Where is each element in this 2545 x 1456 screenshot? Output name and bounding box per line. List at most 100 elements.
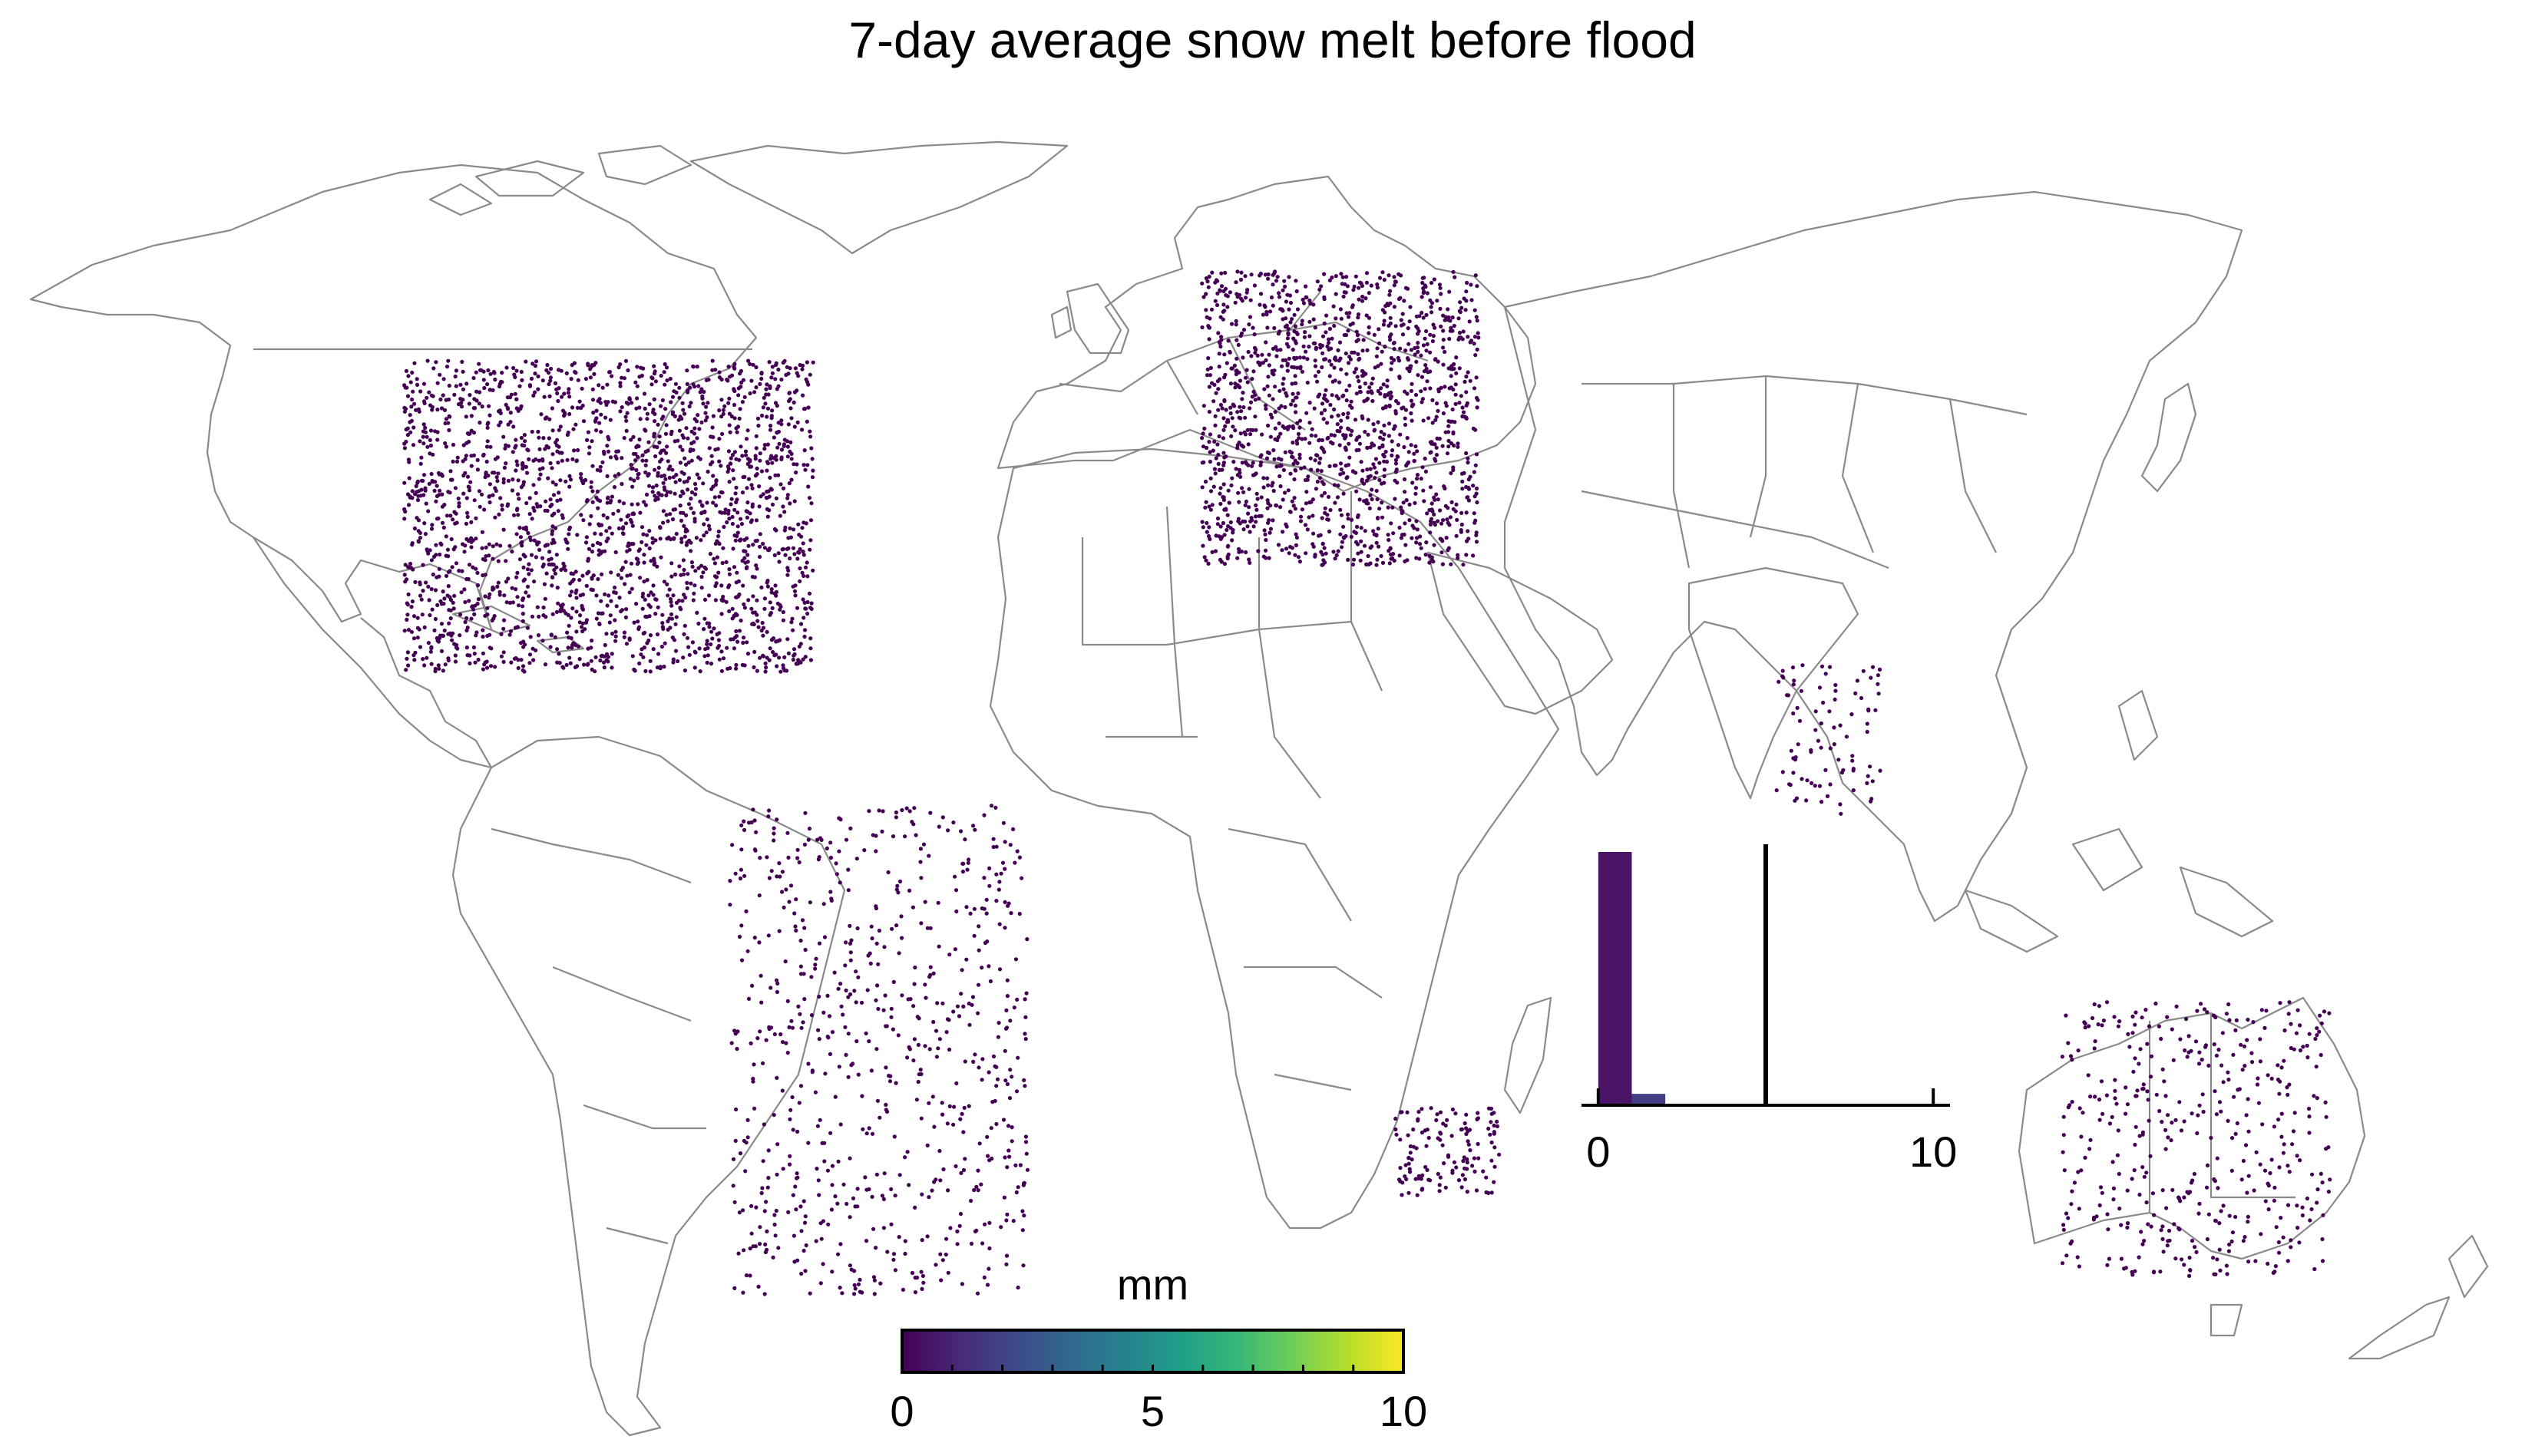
station-point [854,1000,858,1005]
station-point [788,1154,792,1158]
station-point [1393,478,1397,483]
station-point [952,1104,957,1109]
station-point [619,517,623,522]
station-point [407,460,411,464]
station-point [501,527,506,532]
station-point [1320,552,1325,557]
station-point [1322,546,1327,550]
station-point [622,635,626,639]
station-point [961,1130,966,1134]
station-point [488,371,493,376]
station-point [1275,437,1280,443]
station-point [940,1101,944,1105]
station-point [735,430,739,434]
station-point [566,645,570,650]
station-point [1226,338,1231,343]
station-point [764,1038,768,1042]
station-point [2146,1098,2150,1102]
station-point [2127,1045,2132,1049]
station-point [1339,425,1344,430]
station-point [1405,436,1410,441]
station-point [2231,1052,2236,1057]
station-point [1216,408,1221,412]
station-point [911,1058,916,1063]
station-point [605,444,610,448]
station-point [837,1065,841,1069]
station-point [406,628,411,632]
station-point [511,477,515,482]
station-point [404,668,408,672]
station-point [864,1131,869,1136]
station-point [691,365,696,369]
station-point [717,631,722,636]
station-point [928,811,933,815]
station-point [2185,1055,2190,1059]
station-point [689,401,693,405]
station-point [792,462,796,467]
station-point [780,1040,785,1045]
station-point [656,465,661,470]
station-point [1334,292,1338,296]
station-point [1215,379,1220,384]
station-point [575,405,580,411]
station-point [666,519,670,523]
station-point [1263,532,1268,537]
station-point [713,368,718,372]
station-point [624,642,630,646]
station-point [900,936,904,940]
station-point [967,857,971,862]
station-point [2246,1097,2250,1101]
station-point [756,424,761,428]
station-point [663,641,667,645]
station-point [1435,299,1439,303]
station-point [623,414,628,419]
station-point [821,1262,825,1266]
station-point [1387,434,1391,438]
station-point [1285,368,1290,373]
station-point [757,940,762,945]
station-point [2183,1048,2187,1053]
station-point [525,626,530,630]
station-point [787,900,792,904]
africa-borders [1081,491,1383,1091]
station-point [406,374,411,378]
station-point [1443,318,1447,322]
station-point [2182,1263,2186,1267]
station-point [635,396,640,401]
station-point [1459,305,1464,310]
station-point [1428,369,1433,374]
station-point [745,949,750,953]
station-point [2072,1180,2077,1185]
station-point [788,1162,792,1167]
station-point [867,1187,871,1192]
station-point [519,658,524,662]
station-point [403,563,408,567]
station-point [405,650,411,655]
station-point [527,512,532,517]
station-point [527,496,532,500]
station-point [578,613,583,618]
station-point [920,1238,924,1243]
station-point [2098,1185,2104,1190]
station-point [2256,1076,2260,1081]
station-point [584,499,590,503]
station-point [848,923,852,928]
station-point [557,428,561,432]
station-point [1281,530,1285,534]
station-point [762,1292,767,1296]
station-point [1459,394,1463,398]
station-point [742,537,747,543]
station-point [689,581,693,586]
station-point [453,653,458,658]
station-point [1210,503,1215,507]
station-point [1381,437,1386,441]
station-point [548,504,553,509]
station-point [1357,389,1363,395]
station-point [1301,344,1306,348]
station-point [1231,424,1235,429]
station-point [1337,380,1342,385]
station-point [691,598,696,603]
station-point [797,644,802,649]
station-point [1350,469,1356,474]
station-point [630,511,635,517]
